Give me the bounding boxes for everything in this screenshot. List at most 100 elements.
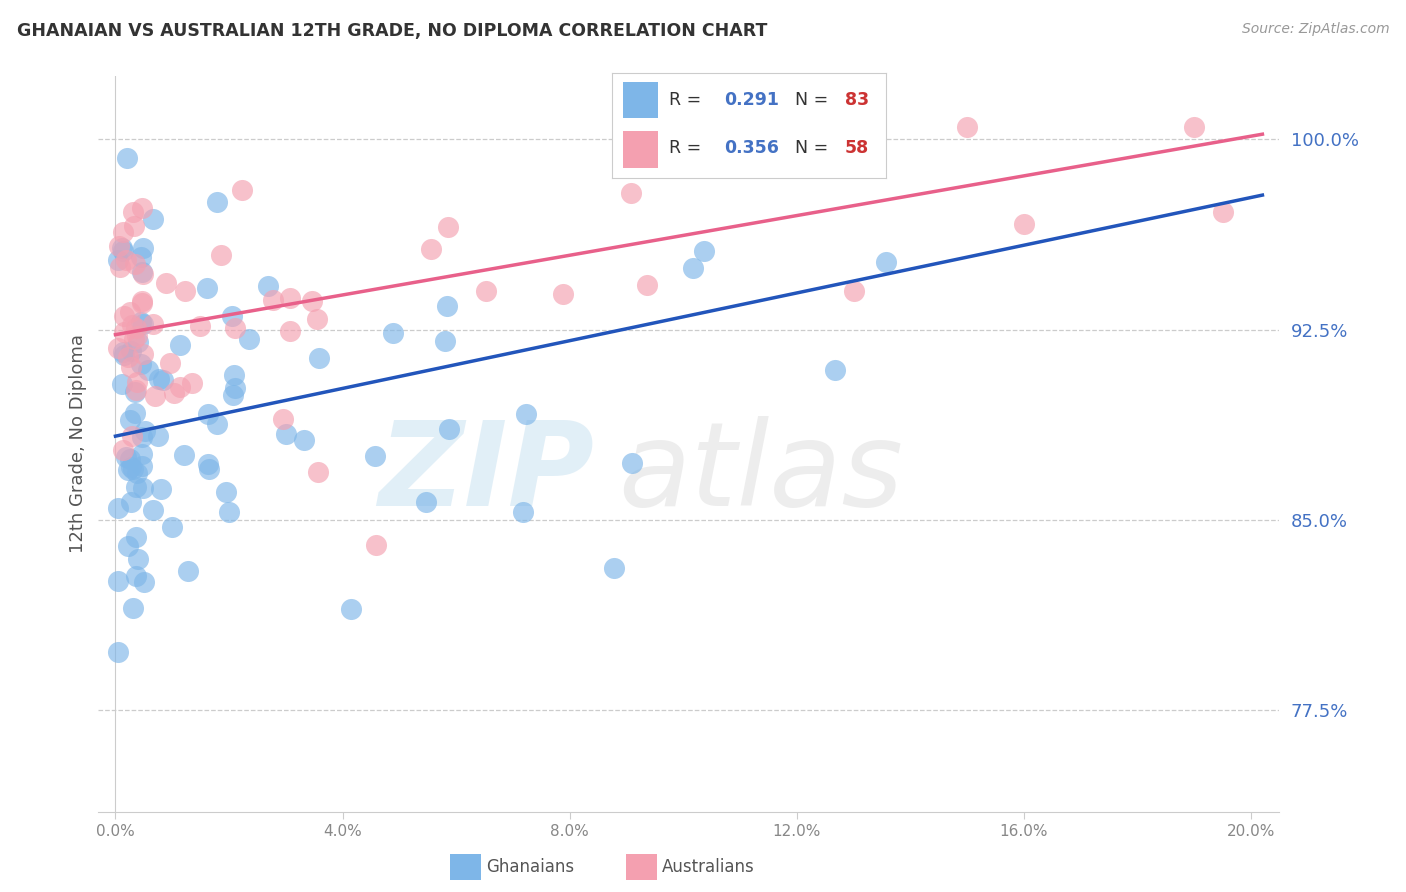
Point — [131, 267, 153, 281]
Point — [278, 324, 301, 338]
Point — [257, 279, 280, 293]
Point — [155, 276, 177, 290]
Text: atlas: atlas — [619, 417, 903, 530]
Point — [131, 481, 153, 495]
Point — [118, 452, 141, 467]
Point — [121, 429, 143, 443]
Point — [274, 427, 297, 442]
Point — [111, 242, 134, 256]
Point — [515, 407, 537, 421]
Point — [163, 385, 186, 400]
Text: GHANAIAN VS AUSTRALIAN 12TH GRADE, NO DIPLOMA CORRELATION CHART: GHANAIAN VS AUSTRALIAN 12TH GRADE, NO DI… — [17, 22, 768, 40]
Point — [146, 429, 169, 443]
Point — [121, 360, 143, 375]
Point — [131, 458, 153, 473]
Point — [132, 241, 155, 255]
Point — [125, 321, 148, 335]
Point — [117, 539, 139, 553]
Point — [215, 484, 238, 499]
Point — [231, 183, 253, 197]
Point — [603, 561, 626, 575]
Point — [209, 248, 232, 262]
Point — [110, 377, 132, 392]
Point — [956, 120, 979, 134]
Point — [107, 645, 129, 659]
Point — [1182, 120, 1205, 134]
Point — [120, 495, 142, 509]
Point — [115, 450, 138, 465]
Text: Australians: Australians — [662, 858, 755, 876]
Point — [616, 141, 638, 155]
Point — [148, 372, 170, 386]
Text: Ghanaians: Ghanaians — [486, 858, 575, 876]
Point — [112, 443, 135, 458]
Point — [222, 368, 245, 382]
Point — [136, 363, 159, 377]
Point — [636, 278, 658, 293]
Point — [108, 239, 131, 253]
Text: ZIP: ZIP — [378, 416, 595, 531]
Point — [125, 568, 148, 582]
Point — [149, 482, 172, 496]
Point — [205, 194, 228, 209]
Point — [152, 374, 174, 388]
Point — [142, 503, 165, 517]
Point — [107, 253, 129, 268]
Point — [131, 265, 153, 279]
Point — [1212, 205, 1234, 219]
Point — [118, 304, 141, 318]
Text: R =: R = — [669, 91, 707, 109]
Point — [142, 317, 165, 331]
Point — [125, 375, 148, 389]
Point — [127, 552, 149, 566]
Point — [132, 574, 155, 589]
FancyBboxPatch shape — [623, 131, 658, 168]
Point — [107, 574, 129, 588]
Point — [415, 494, 437, 508]
Text: R =: R = — [669, 139, 707, 157]
Point — [117, 351, 139, 365]
Point — [107, 500, 129, 515]
Point — [131, 447, 153, 461]
Point — [197, 457, 219, 471]
Point — [693, 244, 716, 258]
Point — [111, 345, 134, 359]
Point — [301, 293, 323, 308]
Point — [121, 318, 143, 332]
Point — [292, 434, 315, 448]
Point — [512, 505, 534, 519]
Point — [197, 461, 219, 475]
Point — [174, 284, 197, 298]
Point — [124, 383, 146, 397]
Text: 0.291: 0.291 — [724, 91, 779, 109]
Point — [131, 430, 153, 444]
Point — [197, 281, 219, 295]
Point — [169, 338, 191, 352]
Point — [120, 344, 142, 359]
Point — [842, 284, 865, 298]
Point — [176, 564, 198, 578]
Point — [131, 296, 153, 310]
Point — [122, 332, 145, 346]
Point — [125, 530, 148, 544]
Point — [188, 319, 211, 334]
Point — [120, 460, 142, 475]
Point — [340, 602, 363, 616]
Point — [224, 321, 246, 335]
Point — [112, 310, 135, 324]
Point — [132, 318, 155, 332]
Point — [436, 299, 458, 313]
Point — [115, 152, 138, 166]
Point — [218, 505, 240, 519]
Point — [122, 601, 145, 615]
Point — [117, 463, 139, 477]
Point — [197, 407, 219, 421]
Point — [125, 467, 148, 481]
Point — [419, 243, 441, 257]
Y-axis label: 12th Grade, No Diploma: 12th Grade, No Diploma — [69, 334, 87, 553]
Point — [224, 381, 246, 395]
Point — [118, 413, 141, 427]
Text: 0.356: 0.356 — [724, 139, 779, 157]
Point — [382, 326, 405, 340]
Point — [124, 406, 146, 420]
